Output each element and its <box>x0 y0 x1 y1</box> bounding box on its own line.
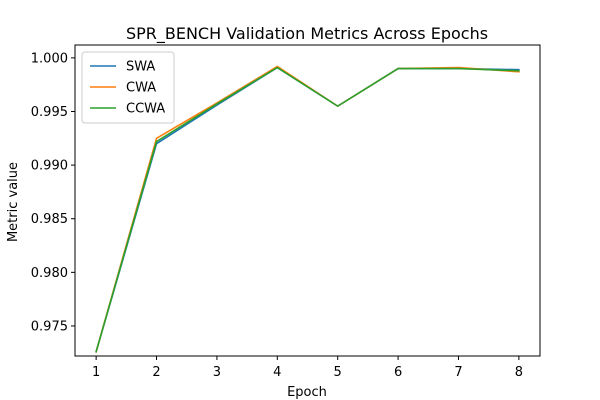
plot-area-frame <box>74 44 541 357</box>
chart-title: SPR_BENCH Validation Metrics Across Epoc… <box>126 24 488 44</box>
y-tick-label: 0.980 <box>31 266 68 281</box>
y-tick-label: 0.985 <box>31 212 68 227</box>
series-line-ccwa <box>95 66 520 353</box>
x-tick-label: 3 <box>213 365 221 380</box>
x-tick-label: 6 <box>394 365 402 380</box>
legend: SWA CWA CCWA <box>81 51 175 124</box>
x-tick-label: 2 <box>152 365 160 380</box>
y-axis-ticks: 0.975 0.980 0.985 0.990 0.995 1.000 <box>31 51 75 334</box>
x-axis-label: Epoch <box>287 385 327 400</box>
x-tick-label: 4 <box>273 365 281 380</box>
legend-box <box>81 51 175 124</box>
x-tick-label: 7 <box>454 365 462 380</box>
x-tick-label: 5 <box>334 365 342 380</box>
legend-label-ccwa: CCWA <box>126 102 165 117</box>
y-axis-label: Metric value <box>6 162 21 242</box>
series-lines <box>95 65 520 353</box>
x-tick-label: 8 <box>515 365 523 380</box>
x-axis-ticks: 1 2 3 4 5 6 7 8 <box>92 356 523 380</box>
y-tick-label: 0.975 <box>31 319 68 334</box>
legend-label-cwa: CWA <box>126 81 156 96</box>
y-tick-label: 0.995 <box>31 105 68 120</box>
legend-label-swa: SWA <box>126 60 155 75</box>
x-tick-label: 1 <box>92 365 100 380</box>
y-tick-label: 0.990 <box>31 159 68 174</box>
y-tick-label: 1.000 <box>31 51 68 66</box>
